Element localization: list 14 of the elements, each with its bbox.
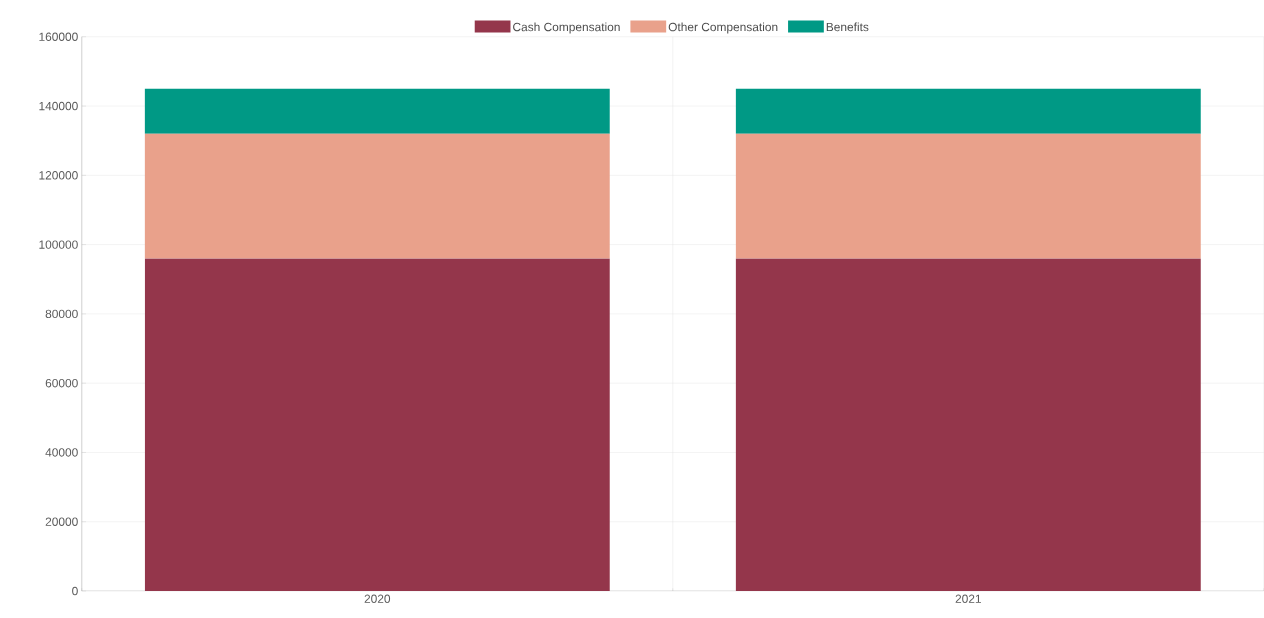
y-tick-label: 80000 — [45, 309, 78, 319]
legend-label: Other Compensation — [668, 22, 778, 34]
y-tick-label: 120000 — [39, 171, 78, 180]
y-tick-label: 40000 — [45, 448, 78, 457]
y-tick-label: 0 — [72, 586, 78, 596]
y-tick-label: 140000 — [39, 101, 78, 111]
legend-label: Cash Compensation — [513, 22, 620, 34]
x-tick-label: 2020 — [364, 594, 391, 604]
y-tick-label: 60000 — [45, 379, 78, 388]
y-tick-label: 100000 — [39, 240, 78, 249]
x-tick-label: 2021 — [955, 594, 981, 604]
y-tick-label: 20000 — [45, 517, 78, 527]
legend-label: Benefits — [826, 22, 869, 32]
y-tick-label: 160000 — [39, 32, 78, 42]
